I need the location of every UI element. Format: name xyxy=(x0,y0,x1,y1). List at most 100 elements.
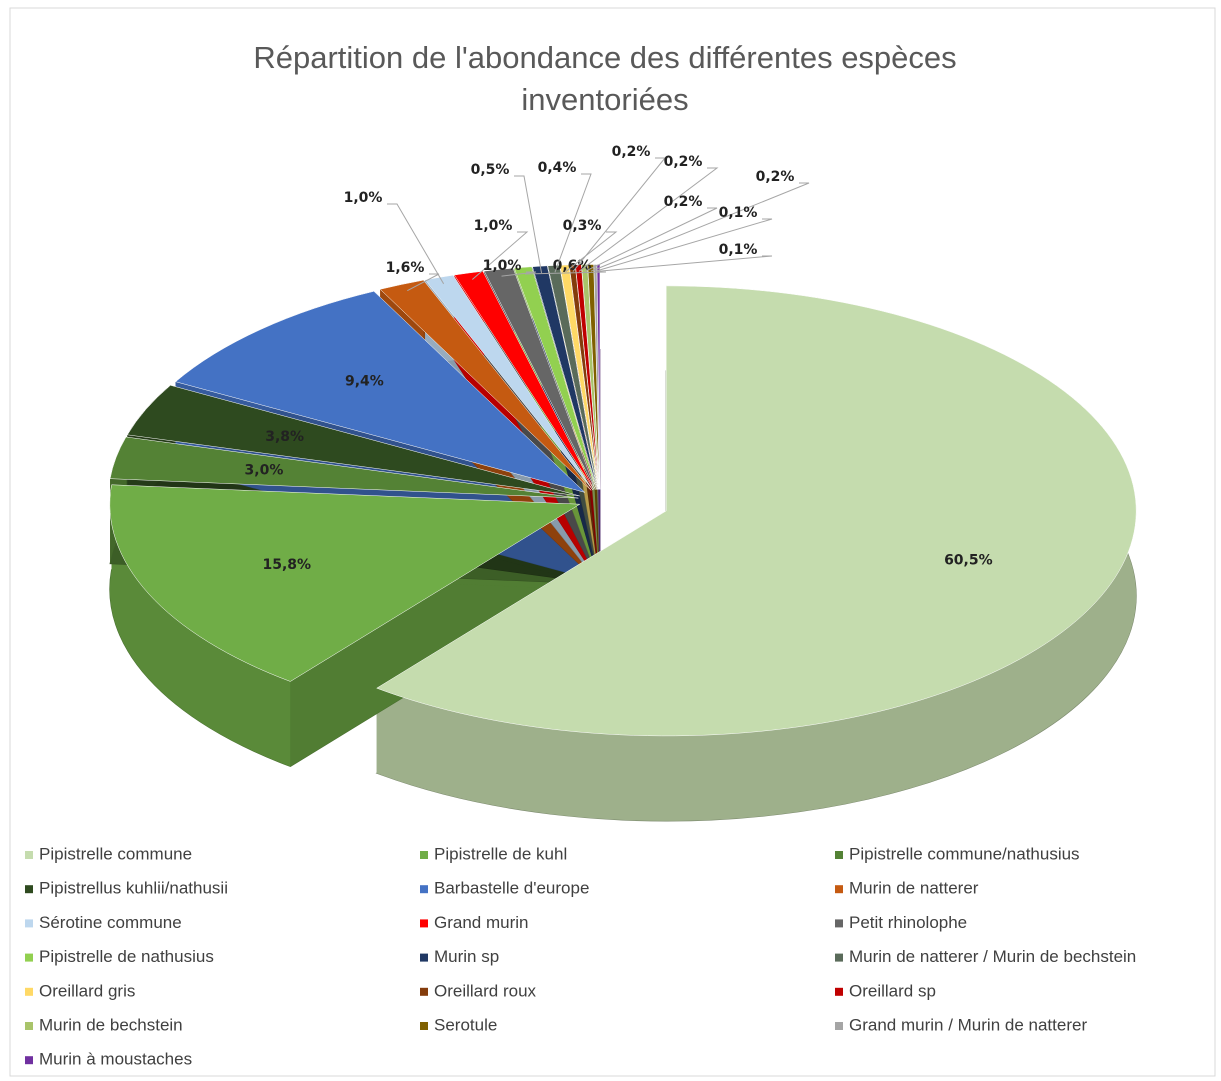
legend-item: Petit rhinolophe xyxy=(835,913,967,932)
legend-label: Grand murin xyxy=(434,913,528,932)
legend-item: Murin de natterer / Murin de bechstein xyxy=(835,947,1136,966)
pie-slice xyxy=(379,279,592,491)
pie-slice xyxy=(109,436,579,499)
legend-item: Pipistrelle de nathusius xyxy=(25,947,214,966)
leader-line xyxy=(584,207,718,272)
pie-slice xyxy=(175,291,585,493)
leader-line xyxy=(554,173,592,273)
leader-line xyxy=(514,175,543,274)
data-label: 0,1% xyxy=(719,242,758,258)
legend-swatch xyxy=(25,851,33,859)
legend-label: Oreillard roux xyxy=(434,981,537,1000)
data-label: 1,0% xyxy=(483,258,522,274)
legend-label: Barbastelle d'europe xyxy=(434,879,589,898)
legend-label: Murin de bechstein xyxy=(39,1015,183,1034)
legend-label: Sérotine commune xyxy=(39,913,182,932)
legend-item: Grand murin xyxy=(420,913,528,932)
legend-label: Petit rhinolophe xyxy=(849,913,967,932)
legend-label: Pipistrelle commune xyxy=(39,844,192,863)
legend-label: Pipistrelle de kuhl xyxy=(434,844,567,863)
legend-item: Murin sp xyxy=(420,947,499,966)
pie-slice xyxy=(483,267,596,490)
leader-line xyxy=(578,167,719,272)
legend-label: Oreillard sp xyxy=(849,981,936,1000)
data-label: 0,2% xyxy=(664,154,703,170)
legend-swatch xyxy=(25,919,33,928)
pie-slice xyxy=(376,285,1137,737)
leader-line xyxy=(407,273,440,292)
legend-item: Pipistrelle commune xyxy=(25,844,192,863)
legend-swatch xyxy=(25,885,33,894)
legend-item: Oreillard roux xyxy=(420,981,537,1000)
data-label: 1,0% xyxy=(344,190,383,206)
data-label: 0,5% xyxy=(471,162,510,178)
legend-swatch xyxy=(835,1022,843,1030)
pie-slice xyxy=(513,266,597,490)
pie-slice xyxy=(109,484,581,682)
legend-swatch xyxy=(25,987,33,996)
data-label: 0,1% xyxy=(719,205,758,221)
legend-swatch xyxy=(835,885,843,894)
data-label: 3,8% xyxy=(265,429,304,445)
legend-swatch xyxy=(25,1056,33,1065)
data-label: 9,4% xyxy=(345,374,384,390)
leader-line xyxy=(595,218,773,272)
leader-line xyxy=(525,271,607,275)
data-label: 0,3% xyxy=(563,218,602,234)
pie-slice xyxy=(424,274,594,491)
legend-label: Serotule xyxy=(434,1015,497,1034)
legend-label: Oreillard gris xyxy=(39,981,135,1000)
legend-label: Pipistrellus kuhlii/nathusii xyxy=(39,879,228,898)
legend-item: Murin de bechstein xyxy=(25,1015,183,1034)
data-label: 60,5% xyxy=(944,553,993,569)
pie-slice xyxy=(547,265,599,490)
leader-line xyxy=(387,203,445,285)
legend-swatch xyxy=(420,851,428,859)
legend-swatch xyxy=(835,953,843,962)
leader-line xyxy=(471,231,529,280)
legend-item: Pipistrelle de kuhl xyxy=(420,844,567,863)
legend-item: Murin de natterer xyxy=(835,879,979,898)
legend-swatch xyxy=(25,953,33,962)
legend-swatch xyxy=(420,885,428,894)
pie-slice xyxy=(559,264,599,490)
pie-slice xyxy=(126,385,580,497)
legend-swatch xyxy=(420,919,428,928)
data-label: 0,2% xyxy=(756,169,795,185)
legend-label: Murin de natterer xyxy=(849,879,979,898)
data-label: 1,6% xyxy=(386,260,425,276)
legend-swatch xyxy=(420,1022,428,1030)
chart-title: inventoriées xyxy=(521,82,688,117)
leader-line xyxy=(590,182,810,272)
legend-item: Murin à moustaches xyxy=(25,1050,192,1069)
slice-side xyxy=(109,484,291,767)
data-label: 1,0% xyxy=(474,218,513,234)
legend-label: Pipistrelle commune/nathusius xyxy=(849,844,1080,863)
legend-item: Oreillard gris xyxy=(25,981,135,1000)
data-label: 15,8% xyxy=(262,557,311,573)
legend-swatch xyxy=(25,1022,33,1030)
leader-line xyxy=(572,157,667,272)
pie-slice xyxy=(532,265,598,490)
legend-label: Murin à moustaches xyxy=(39,1050,192,1069)
legend-swatch xyxy=(835,919,843,928)
legend-swatch xyxy=(420,987,428,996)
legend-item: Serotule xyxy=(420,1015,497,1034)
legend-swatch xyxy=(835,851,843,859)
legend-swatch xyxy=(835,987,843,996)
pie-slice xyxy=(453,270,595,490)
legend-swatch xyxy=(420,953,428,962)
legend-item: Pipistrellus kuhlii/nathusii xyxy=(25,879,228,898)
legend-item: Barbastelle d'europe xyxy=(420,879,589,898)
legend-label: Grand murin / Murin de natterer xyxy=(849,1015,1087,1034)
legend-label: Pipistrelle de nathusius xyxy=(39,947,214,966)
data-label: 0,2% xyxy=(612,144,651,160)
data-label: 3,0% xyxy=(245,463,284,479)
legend-label: Murin de natterer / Murin de bechstein xyxy=(849,947,1136,966)
leader-line xyxy=(598,255,773,272)
legend-item: Grand murin / Murin de natterer xyxy=(835,1015,1087,1034)
chart-title: Répartition de l'abondance des différent… xyxy=(253,40,956,75)
slice-side xyxy=(376,285,1137,821)
legend-item: Oreillard sp xyxy=(835,981,936,1000)
